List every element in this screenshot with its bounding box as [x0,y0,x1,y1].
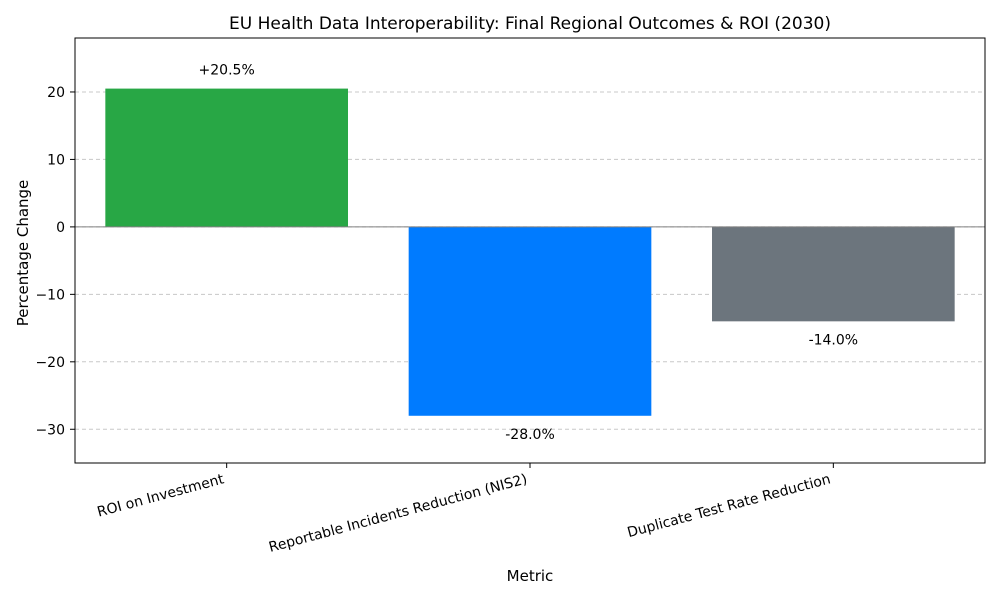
y-axis-ticks: 20 10 0 −10 −20 −30 [35,85,75,438]
x-axis-label: Metric [507,567,554,585]
y-tick-label: −20 [35,355,65,371]
y-tick-label: 10 [47,152,65,168]
y-axis-label: Percentage Change [14,180,32,327]
bar-value-label: +20.5% [199,63,255,79]
bar [712,226,955,322]
y-tick-label: −10 [35,287,65,303]
y-tick-label: −30 [35,422,65,438]
x-tick-label: Reportable Incidents Reduction (NIS2) [267,471,529,556]
bar-value-label: -28.0% [505,427,555,443]
bars [105,88,955,416]
y-tick-label: 20 [47,85,65,101]
chart-title: EU Health Data Interoperability: Final R… [229,14,831,34]
x-tick-label: Duplicate Test Rate Reduction [626,471,833,541]
bar [408,226,652,416]
bar-value-label: -14.0% [809,332,859,348]
data-labels: +20.5% -28.0% -14.0% [199,63,859,443]
x-tick-label: ROI on Investment [95,471,226,520]
bar [105,88,348,227]
y-tick-label: 0 [56,220,65,236]
x-axis-ticks: ROI on Investment Reportable Incidents Re… [95,463,834,556]
